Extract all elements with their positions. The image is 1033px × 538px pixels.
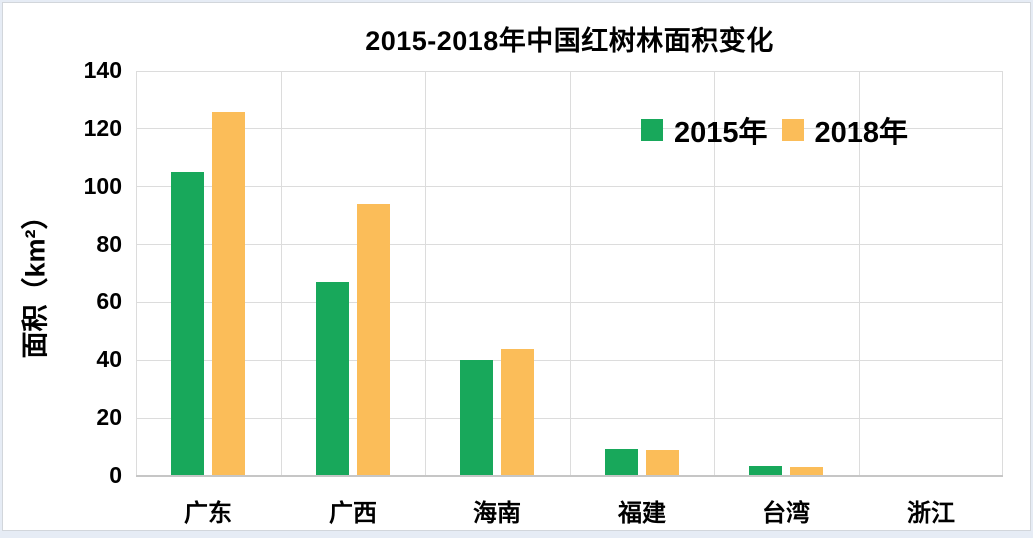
chart-container: 2015-2018年中国红树林面积变化 面积（km²） 0 20 40 60 80 100… (2, 2, 1031, 531)
legend-item: 2015年 (641, 109, 768, 151)
y-tick-label: 40 (96, 346, 122, 373)
plot-area (136, 70, 1003, 477)
gridline-h (136, 301, 1003, 303)
legend-label: 2018年 (814, 117, 909, 149)
gridline-h (136, 70, 1003, 72)
gridline-v (136, 71, 137, 476)
bar-2018年-台湾 (790, 467, 823, 476)
gridline-v (1002, 71, 1003, 476)
x-category-label: 台湾 (762, 500, 810, 527)
bar-2015年-海南 (460, 360, 493, 476)
gridline-h (136, 128, 1003, 130)
y-tick-label: 80 (96, 230, 122, 257)
x-category-label: 浙江 (907, 500, 955, 527)
bar-2018年-广东 (212, 111, 245, 476)
gridline-v (425, 71, 426, 476)
gridline-v (714, 71, 715, 476)
y-tick-label: 100 (83, 172, 122, 199)
legend-swatch-icon (781, 119, 804, 141)
y-tick-label: 120 (83, 114, 122, 141)
x-category-label: 广西 (329, 500, 377, 527)
bar-2015年-台湾 (749, 465, 782, 476)
legend-label: 2015年 (674, 117, 768, 149)
gridline-h (136, 244, 1003, 246)
bar-2015年-福建 (605, 448, 638, 476)
gridline-h (136, 417, 1003, 419)
gridline-v (281, 71, 282, 476)
bar-2015年-广东 (171, 172, 204, 476)
x-axis-line (136, 475, 1003, 477)
bar-2018年-海南 (501, 348, 534, 476)
y-tick-label: 140 (83, 57, 122, 83)
chart-title: 2015-2018年中国红树林面积变化 (365, 26, 774, 56)
bar-2018年-广西 (357, 204, 390, 476)
y-tick-label: 20 (96, 404, 122, 431)
gridline-h (136, 359, 1003, 361)
x-category-label: 海南 (473, 500, 521, 527)
legend-item: 2018年 (781, 109, 909, 151)
y-tick-label: 60 (96, 288, 122, 315)
gridline-h (136, 186, 1003, 188)
bar-2015年-广西 (316, 282, 349, 476)
gridline-v (570, 71, 571, 476)
legend: 2015年 2018年 (641, 109, 908, 151)
y-tick-label: 0 (109, 462, 122, 488)
x-category-label: 广东 (184, 500, 232, 527)
x-category-label: 福建 (618, 500, 666, 527)
gridline-v (859, 71, 860, 476)
legend-swatch-icon (641, 119, 663, 141)
bar-2018年-福建 (646, 449, 679, 476)
